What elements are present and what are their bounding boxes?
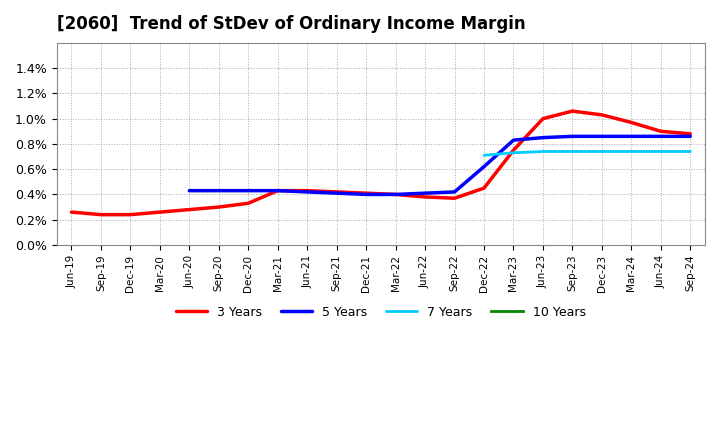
3 Years (126, 212, 135, 217)
3 Years (156, 209, 164, 215)
7 Years (509, 150, 518, 155)
3 Years (391, 192, 400, 197)
3 Years (215, 205, 223, 210)
3 Years (627, 120, 636, 125)
5 Years (657, 134, 665, 139)
3 Years (67, 209, 76, 215)
3 Years (480, 186, 488, 191)
7 Years (480, 153, 488, 158)
5 Years (274, 188, 282, 193)
3 Years (274, 188, 282, 193)
5 Years (333, 191, 341, 196)
Line: 5 Years: 5 Years (189, 136, 690, 194)
3 Years (686, 131, 695, 136)
5 Years (627, 134, 636, 139)
Legend: 3 Years, 5 Years, 7 Years, 10 Years: 3 Years, 5 Years, 7 Years, 10 Years (171, 301, 590, 323)
3 Years (598, 112, 606, 117)
7 Years (627, 149, 636, 154)
7 Years (568, 149, 577, 154)
3 Years (657, 128, 665, 134)
3 Years (420, 194, 429, 200)
3 Years (244, 201, 253, 206)
7 Years (657, 149, 665, 154)
5 Years (215, 188, 223, 193)
3 Years (333, 189, 341, 194)
3 Years (96, 212, 105, 217)
3 Years (362, 191, 371, 196)
3 Years (539, 116, 547, 121)
3 Years (185, 207, 194, 212)
3 Years (303, 188, 312, 193)
5 Years (509, 137, 518, 143)
5 Years (185, 188, 194, 193)
5 Years (420, 191, 429, 196)
5 Years (244, 188, 253, 193)
5 Years (568, 134, 577, 139)
5 Years (539, 135, 547, 140)
7 Years (686, 149, 695, 154)
5 Years (480, 164, 488, 169)
5 Years (450, 189, 459, 194)
5 Years (362, 192, 371, 197)
3 Years (509, 147, 518, 153)
7 Years (539, 149, 547, 154)
Line: 3 Years: 3 Years (71, 111, 690, 215)
Text: [2060]  Trend of StDev of Ordinary Income Margin: [2060] Trend of StDev of Ordinary Income… (57, 15, 526, 33)
5 Years (598, 134, 606, 139)
7 Years (598, 149, 606, 154)
5 Years (391, 192, 400, 197)
Line: 7 Years: 7 Years (484, 151, 690, 155)
5 Years (303, 189, 312, 194)
5 Years (686, 134, 695, 139)
3 Years (450, 196, 459, 201)
3 Years (568, 108, 577, 114)
